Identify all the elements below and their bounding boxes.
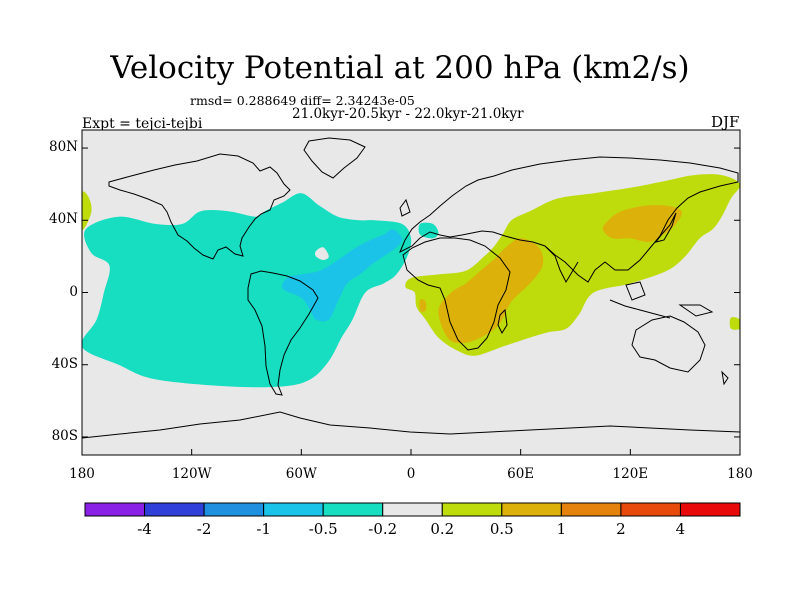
coastlines <box>82 137 740 439</box>
lon-tick-label: 60E <box>507 466 535 482</box>
axis-ticks <box>81 147 741 455</box>
contour-region-4 <box>438 238 544 344</box>
contour-region-1 <box>282 229 402 322</box>
colorbar-swatch <box>382 502 443 517</box>
colorbar-swatch <box>322 502 384 517</box>
contour-region-2 <box>418 222 439 239</box>
stats-line: rmsd= 0.288649 diff= 2.34243e-05 <box>190 93 415 108</box>
coastline-british-isles <box>399 198 411 217</box>
colorbar-label: 0.2 <box>430 520 455 538</box>
contour-region-0 <box>82 193 412 388</box>
period-line: 21.0kyr-20.5kyr - 22.0kyr-21.0kyr <box>292 106 524 122</box>
colorbar-label: 0.5 <box>489 520 514 538</box>
coastline-india <box>544 245 579 284</box>
coastline-japan <box>654 212 677 243</box>
coastline-australia <box>631 315 706 373</box>
lon-tick-label: 180 <box>727 466 753 482</box>
colorbar-swatch <box>263 502 324 517</box>
lon-tick-label: 60W <box>285 466 317 482</box>
contour-regions <box>82 174 740 388</box>
lon-tick-label: 180 <box>69 466 95 482</box>
coastline-south-america <box>247 270 319 396</box>
contour-region-8 <box>729 317 740 330</box>
lon-tick-label: 120W <box>171 466 212 482</box>
colorbar-label: -0.2 <box>368 520 398 538</box>
season-label: DJF <box>711 113 740 131</box>
colorbar-swatch <box>620 502 681 517</box>
colorbar-swatch <box>501 502 562 517</box>
colorbar-label: 1 <box>556 520 567 538</box>
colorbar-swatch <box>84 502 146 517</box>
colorbar-label: 4 <box>675 520 686 538</box>
colorbar-label: -0.5 <box>308 520 338 538</box>
coastline-africa <box>402 237 511 351</box>
coastline-antarctica <box>82 411 740 439</box>
colorbar-label: -1 <box>256 520 271 538</box>
colorbar-swatch <box>560 502 622 517</box>
page-title: Velocity Potential at 200 hPa (km2/s) <box>110 50 690 86</box>
colorbar-swatch <box>144 502 205 517</box>
coastline-new-zealand <box>721 370 729 386</box>
coastline-indonesia <box>609 299 671 319</box>
lon-tick-label: 0 <box>406 466 416 482</box>
colorbar-label: -4 <box>137 520 152 538</box>
colorbar-swatch <box>679 502 741 517</box>
lat-tick-label: 40N <box>49 211 78 228</box>
lat-tick-label: 40S <box>51 355 78 372</box>
experiment-label: Expt = tejci-tejbi <box>82 116 203 132</box>
colorbar-swatch <box>203 502 265 517</box>
contour-region-6 <box>419 299 427 312</box>
colorbar-label: -2 <box>196 520 212 538</box>
colorbar <box>84 502 741 517</box>
lat-tick-label: 0 <box>69 283 78 300</box>
colorbar-label: 2 <box>616 520 626 538</box>
colorbar-swatch <box>441 502 503 517</box>
coastline-north-america <box>108 153 291 260</box>
coastline-borneo <box>625 281 646 301</box>
coastline-eurasia <box>399 156 739 283</box>
contour-region-9 <box>315 247 329 260</box>
lon-tick-label: 120E <box>612 466 649 482</box>
lat-tick-label: 80N <box>49 139 78 156</box>
coastline-greenland <box>303 137 366 179</box>
lat-tick-label: 80S <box>51 427 78 444</box>
coastline-new-guinea <box>678 304 714 317</box>
coastline-madagascar <box>497 308 508 335</box>
